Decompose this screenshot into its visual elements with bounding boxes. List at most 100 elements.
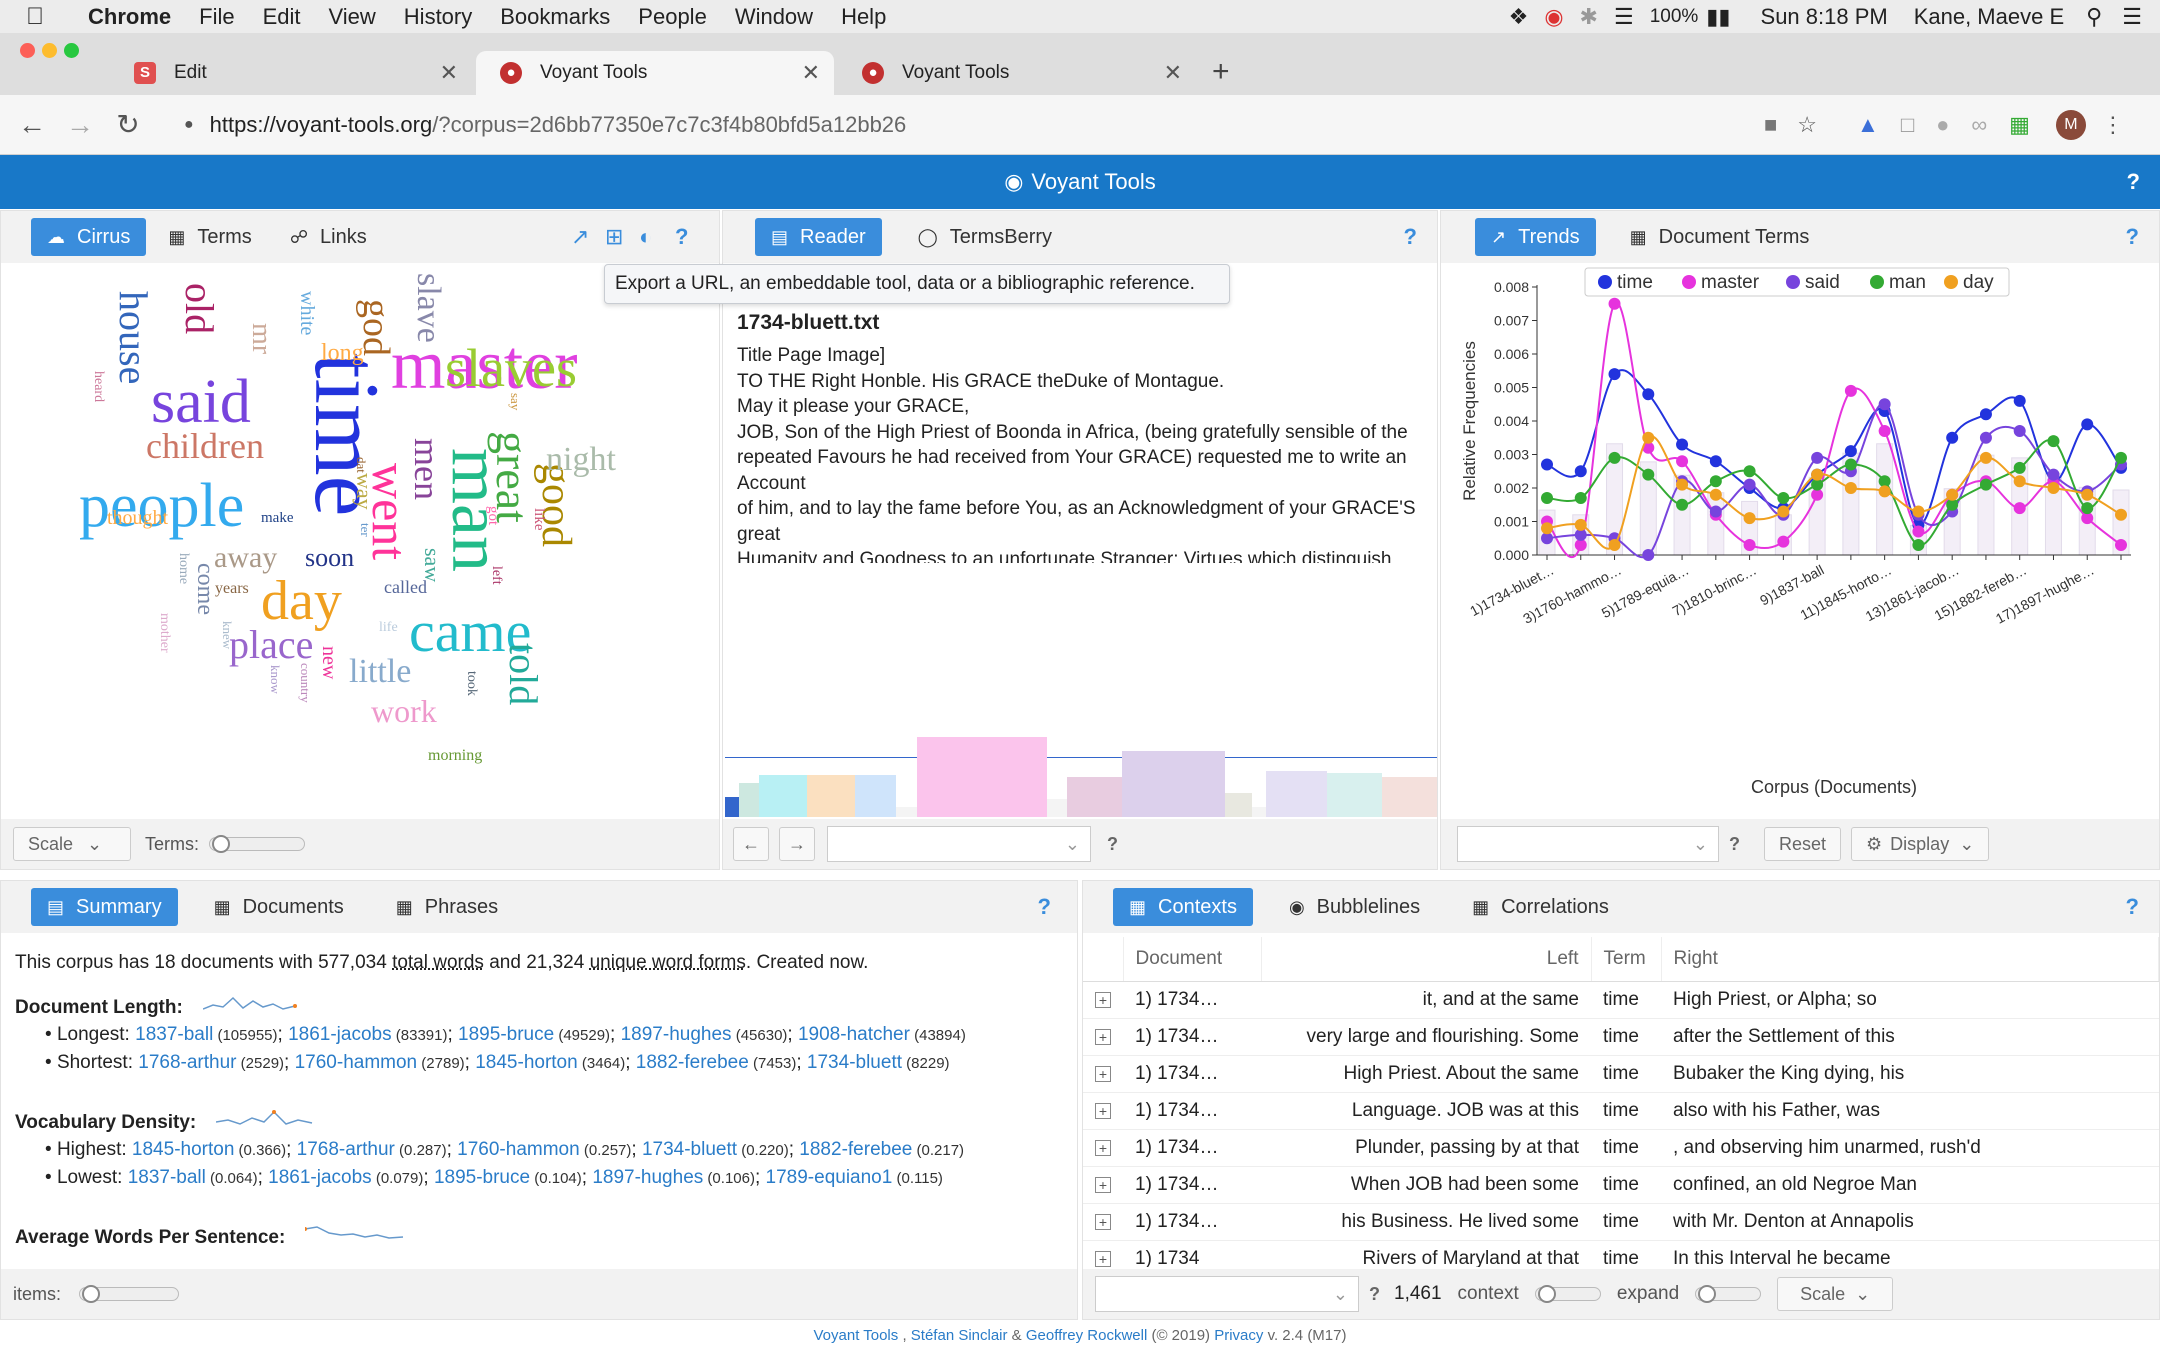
spotlight-icon[interactable]: ⚲ xyxy=(2086,3,2103,29)
expander-cell[interactable]: + xyxy=(1083,1203,1123,1241)
doc-link[interactable]: 1845-horton xyxy=(131,1139,235,1160)
legend-label[interactable]: said xyxy=(1805,272,1840,293)
data-point-day[interactable] xyxy=(1878,485,1891,498)
cloud-word[interactable]: great xyxy=(487,431,538,523)
cloud-word[interactable]: house xyxy=(111,291,156,385)
cloud-word[interactable]: mother xyxy=(157,613,172,653)
data-point-day[interactable] xyxy=(1743,512,1756,525)
clock[interactable]: Sun 8:18 PM xyxy=(1760,3,1888,29)
data-point-day[interactable] xyxy=(1946,488,1959,501)
data-point-time[interactable] xyxy=(1946,431,1959,444)
data-point-said[interactable] xyxy=(1709,505,1722,518)
dropbox-icon[interactable]: ❖ xyxy=(1508,3,1529,29)
display-dropdown[interactable]: ⚙ Display ⌄ xyxy=(1851,827,1990,861)
data-point-day[interactable] xyxy=(1811,468,1824,481)
expander-cell[interactable]: + xyxy=(1083,1166,1123,1204)
column-right[interactable]: Right xyxy=(1661,937,2159,982)
data-point-master[interactable] xyxy=(1676,455,1689,468)
tab-documents[interactable]: ▦ Documents xyxy=(213,895,344,918)
apple-icon[interactable]:  xyxy=(26,3,44,31)
doc-link[interactable]: 1768-arthur xyxy=(138,1052,237,1073)
menu-view[interactable]: View xyxy=(310,3,376,29)
menu-window[interactable]: Window xyxy=(716,3,813,29)
data-point-time[interactable] xyxy=(1844,445,1857,458)
close-window-button[interactable] xyxy=(20,43,35,58)
data-point-time[interactable] xyxy=(1541,458,1553,471)
cloud-word[interactable]: life xyxy=(379,620,398,635)
voyant-link[interactable]: Voyant Tools xyxy=(813,1327,899,1344)
cloud-word[interactable]: mr xyxy=(246,323,277,355)
context-slider[interactable] xyxy=(1534,1285,1601,1303)
data-point-man[interactable] xyxy=(2115,451,2127,464)
cloud-word[interactable]: got xyxy=(485,506,501,526)
data-point-man[interactable] xyxy=(1541,492,1553,505)
data-point-day[interactable] xyxy=(2081,488,2094,501)
tab-trends[interactable]: ↗ Trends xyxy=(1475,218,1596,256)
strip-segment[interactable] xyxy=(1382,777,1437,817)
cloud-word[interactable]: called xyxy=(384,577,427,597)
expander-cell[interactable]: + xyxy=(1083,1018,1123,1056)
document-strip[interactable] xyxy=(725,737,1437,817)
table-row[interactable]: +1) 1734… High Priest. About the same time… xyxy=(1083,1055,2159,1093)
expand-icon[interactable]: + xyxy=(1095,1250,1111,1267)
data-point-day[interactable] xyxy=(1777,505,1790,518)
cloud-word[interactable]: place xyxy=(229,622,314,667)
menu-people[interactable]: People xyxy=(620,3,707,29)
data-point-day[interactable] xyxy=(1979,451,1992,464)
tab-termsberry[interactable]: ◯ TermsBerry xyxy=(917,225,1053,248)
table-row[interactable]: +1) 1734… Language. JOB was at this time al… xyxy=(1083,1092,2159,1130)
cloud-word[interactable]: day xyxy=(261,570,342,632)
slider-knob[interactable] xyxy=(1537,1285,1556,1303)
strip-segment[interactable] xyxy=(1265,771,1328,817)
tab-voyant-active[interactable]: ● Voyant Tools ✕ xyxy=(476,51,834,95)
doc-link[interactable]: 1734-bluett xyxy=(806,1052,902,1073)
tab-document-terms[interactable]: ▦ Document Terms xyxy=(1629,225,1810,248)
avatar[interactable]: M xyxy=(2055,109,2086,140)
cloud-word[interactable]: away xyxy=(214,541,278,574)
cloud-word[interactable]: went xyxy=(362,463,418,561)
search-input[interactable]: ⌄ xyxy=(827,826,1091,862)
reset-button[interactable]: Reset xyxy=(1764,827,1842,861)
data-point-man[interactable] xyxy=(1811,478,1824,491)
data-point-master[interactable] xyxy=(1844,384,1857,397)
expander-cell[interactable]: + xyxy=(1083,1092,1123,1130)
cloud-word[interactable]: said xyxy=(151,368,251,436)
expand-icon[interactable]: + xyxy=(1095,1176,1111,1193)
address-bar[interactable]: ● https://voyant-tools.org /?corpus=2d6b… xyxy=(164,104,1764,146)
menu-icon[interactable]: ⋮ xyxy=(2101,111,2124,137)
sinclair-link[interactable]: Stéfan Sinclair xyxy=(910,1327,1008,1344)
strip-segment[interactable] xyxy=(855,775,897,817)
data-point-time[interactable] xyxy=(2081,418,2094,431)
windows-icon[interactable]: ⊞ xyxy=(605,224,624,249)
cloud-word[interactable]: master xyxy=(391,327,578,404)
strip-segment[interactable] xyxy=(1252,807,1266,817)
data-point-man[interactable] xyxy=(1844,458,1857,471)
data-point-said[interactable] xyxy=(1743,478,1756,491)
data-point-said[interactable] xyxy=(1574,528,1587,541)
cloud-word[interactable]: came xyxy=(409,599,532,664)
previous-button[interactable]: ← xyxy=(733,827,769,861)
total-words-link[interactable]: total words xyxy=(392,952,484,973)
data-point-man[interactable] xyxy=(1709,475,1722,488)
help-icon[interactable]: ? xyxy=(1369,1283,1380,1304)
column-term[interactable]: Term xyxy=(1591,937,1662,982)
column-document[interactable]: Document xyxy=(1123,937,1262,982)
cloud-word[interactable]: make xyxy=(261,510,294,526)
cloud-word[interactable]: home xyxy=(176,553,191,585)
doc-link[interactable]: 1760-hammon xyxy=(457,1139,580,1160)
star-icon[interactable]: ☆ xyxy=(1797,111,1818,137)
legend-label[interactable]: time xyxy=(1617,272,1653,293)
data-point-said[interactable] xyxy=(1878,398,1891,411)
strip-segment[interactable] xyxy=(1327,773,1383,817)
trends-chart[interactable]: time master said man day 0.000 0.001 0.002 0.003… xyxy=(1441,263,2159,821)
cloud-word[interactable]: slave xyxy=(410,273,447,343)
extension-icon[interactable]: ■ xyxy=(1764,111,1778,137)
user-name[interactable]: Kane, Maeve E xyxy=(1913,3,2065,29)
minimize-window-button[interactable] xyxy=(42,43,57,58)
rockwell-link[interactable]: Geoffrey Rockwell xyxy=(1025,1327,1148,1344)
help-icon[interactable]: ? xyxy=(1107,833,1118,854)
data-point-master[interactable] xyxy=(2115,538,2127,551)
help-icon[interactable]: ? xyxy=(675,224,689,249)
doc-link[interactable]: 1837-ball xyxy=(135,1024,214,1045)
help-icon[interactable]: ? xyxy=(2126,169,2140,194)
